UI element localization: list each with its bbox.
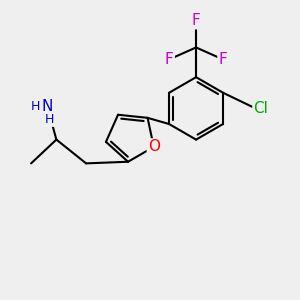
- Text: O: O: [148, 140, 160, 154]
- Text: F: F: [165, 52, 174, 67]
- Text: H: H: [30, 100, 40, 113]
- Text: Cl: Cl: [254, 101, 268, 116]
- Text: N: N: [42, 99, 53, 114]
- Text: F: F: [218, 52, 227, 67]
- Text: F: F: [192, 13, 200, 28]
- Text: H: H: [45, 113, 55, 126]
